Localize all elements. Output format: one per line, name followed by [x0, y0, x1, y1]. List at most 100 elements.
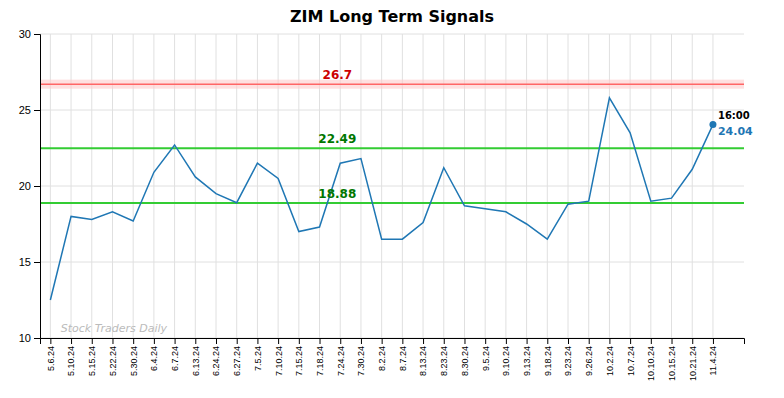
tick-label: 10.10.24 [646, 346, 656, 381]
tick: 7.10.24 [273, 338, 283, 376]
annotations: 26.7 22.49 18.88 16:00 24.04 Stock Traders Da… [61, 68, 753, 335]
tick-label: 20 [19, 180, 31, 192]
tick: 15 [19, 256, 40, 268]
tick-mark [340, 338, 341, 344]
tick-mark [34, 110, 40, 111]
tick-mark [609, 338, 610, 344]
tick-mark [402, 338, 403, 344]
tick-label: 6.4.24 [149, 346, 159, 371]
reference-line [40, 83, 744, 85]
tick-mark [630, 338, 631, 344]
tick-label: 7.15.24 [294, 346, 304, 376]
tick-label: 9.10.24 [501, 346, 511, 376]
tick-label: 10.7.24 [625, 346, 635, 376]
watermark: Stock Traders Daily [61, 322, 168, 335]
tick-mark [485, 338, 486, 344]
tick-label: 6.13.24 [191, 346, 201, 376]
grid-line-y [40, 262, 744, 263]
last-value-label: 24.04 [718, 125, 753, 138]
grid-line-y [40, 110, 744, 111]
tick-mark [34, 34, 40, 35]
tick-mark [237, 338, 238, 344]
tick: 6.27.24 [232, 338, 242, 376]
reference-band [40, 80, 744, 89]
tick-mark [299, 338, 300, 344]
tick-label: 10.2.24 [605, 346, 615, 376]
tick-mark [692, 338, 693, 344]
line [50, 98, 713, 300]
grid-line-y [40, 34, 744, 35]
tick-label: 5.6.24 [46, 346, 56, 371]
tick: 5.15.24 [87, 338, 97, 376]
tick: 10.15.24 [667, 338, 677, 381]
tick-mark [257, 338, 258, 344]
tick: 5.22.24 [108, 338, 118, 376]
tick: 9.13.24 [522, 338, 532, 376]
reference-label: 22.49 [318, 132, 356, 146]
tick-mark [50, 338, 51, 344]
x-axis: 5.6.24 5.10.24 5.15.24 5.22.24 5.30.24 6.4.24… [41, 338, 745, 381]
tick-label: 25 [19, 104, 31, 116]
reference-label: 26.7 [323, 68, 353, 82]
tick-label: 9.5.24 [481, 346, 491, 371]
tick-mark [133, 338, 134, 344]
tick: 10.10.24 [646, 338, 656, 381]
tick: 9.23.24 [563, 338, 573, 376]
tick-mark [568, 338, 569, 344]
grid [40, 34, 744, 338]
tick-label: 30 [19, 28, 31, 40]
tick-mark [547, 338, 548, 344]
tick: 8.7.24 [398, 338, 408, 371]
tick-label: 7.24.24 [336, 346, 346, 376]
tick-label: 11.4.24 [708, 346, 718, 375]
tick-mark [34, 262, 40, 263]
tick-mark [34, 186, 40, 187]
tick: 6.7.24 [170, 338, 180, 371]
tick-mark [34, 338, 40, 339]
last-time-label: 16:00 [718, 110, 750, 121]
tick-label: 10 [19, 332, 31, 344]
tick: 7.24.24 [336, 338, 346, 376]
tick-label: 8.7.24 [398, 346, 408, 371]
reference-line [40, 202, 744, 204]
tick-label: 6.7.24 [170, 346, 180, 371]
tick: 10 [19, 332, 40, 344]
tick-label: 8.30.24 [460, 346, 470, 376]
tick-label: 7.10.24 [273, 346, 283, 376]
tick: 8.30.24 [460, 338, 470, 376]
tick-label: 15 [19, 256, 31, 268]
tick-mark [71, 338, 72, 344]
tick-mark [464, 338, 465, 344]
y-axis: 10 15 20 25 30 [19, 28, 41, 344]
tick: 5.6.24 [46, 338, 56, 371]
tick-mark [361, 338, 362, 344]
tick-mark [589, 338, 590, 344]
tick: 7.30.24 [356, 338, 366, 376]
tick-label: 5.10.24 [66, 346, 76, 376]
tick-mark [320, 338, 321, 344]
tick-label: 8.2.24 [377, 346, 387, 371]
tick-label: 7.30.24 [356, 346, 366, 376]
tick: 9.26.24 [584, 338, 594, 376]
axis-line [41, 339, 745, 345]
tick: 5.30.24 [129, 338, 139, 376]
tick: 9.10.24 [501, 338, 511, 376]
tick: 6.24.24 [211, 338, 221, 376]
tick-mark [506, 338, 507, 344]
tick: 9.18.24 [543, 338, 553, 376]
tick-label: 5.22.24 [108, 346, 118, 376]
tick-mark [175, 338, 176, 344]
marks [40, 80, 744, 300]
tick-label: 9.26.24 [584, 346, 594, 376]
tick-label: 6.27.24 [232, 346, 242, 376]
tick-label: 7.18.24 [315, 346, 325, 376]
tick: 7.18.24 [315, 338, 325, 376]
tick-mark [278, 338, 279, 344]
tick-label: 5.15.24 [87, 346, 97, 376]
reference-label: 18.88 [318, 187, 356, 201]
tick: 7.15.24 [294, 338, 304, 376]
tick: 8.13.24 [418, 338, 428, 376]
tick: 8.23.24 [439, 338, 449, 376]
grid-line-y [40, 186, 744, 187]
tick: 10.21.24 [688, 338, 698, 381]
